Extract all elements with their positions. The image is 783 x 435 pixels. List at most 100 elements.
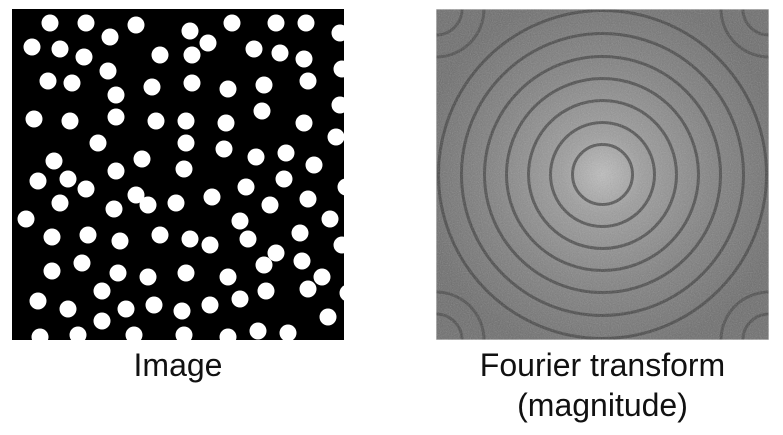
dot	[51, 40, 69, 58]
dot	[215, 140, 233, 158]
dot	[69, 326, 87, 340]
dot	[139, 196, 157, 214]
dot	[297, 14, 315, 32]
dot	[267, 244, 285, 262]
dot	[93, 282, 111, 300]
dot	[133, 150, 151, 168]
dot	[39, 72, 57, 90]
dot	[29, 172, 47, 190]
dot	[23, 38, 41, 56]
dot	[327, 128, 344, 146]
dot	[175, 326, 193, 340]
dot	[219, 328, 237, 340]
fourier-caption-line2: (magnitude)	[517, 387, 688, 423]
dot	[183, 74, 201, 92]
fourier-magnitude-image	[436, 9, 769, 340]
dot	[43, 228, 61, 246]
dot	[331, 96, 344, 114]
dot	[219, 268, 237, 286]
dot	[249, 322, 267, 340]
dot	[333, 236, 344, 254]
dot	[75, 48, 93, 66]
dot	[59, 300, 77, 318]
dot	[203, 188, 221, 206]
dot	[29, 292, 47, 310]
dot	[143, 78, 161, 96]
dot	[267, 14, 285, 32]
dot	[139, 268, 157, 286]
dot	[295, 50, 313, 68]
fourier-caption: Fourier transform (magnitude)	[420, 345, 783, 425]
dot	[111, 232, 129, 250]
dot	[299, 72, 317, 90]
dot	[79, 226, 97, 244]
dot	[127, 16, 145, 34]
dot	[89, 134, 107, 152]
dot	[177, 112, 195, 130]
dot	[331, 24, 344, 42]
dot	[245, 40, 263, 58]
dot	[61, 112, 79, 130]
dot	[127, 186, 145, 204]
dot	[45, 152, 63, 170]
dot	[239, 230, 257, 248]
dot	[261, 196, 279, 214]
dot	[199, 34, 217, 52]
dot	[255, 76, 273, 94]
fourier-caption-line1: Fourier transform	[479, 347, 726, 383]
dot	[17, 210, 35, 228]
dot	[201, 236, 219, 254]
dot	[257, 282, 275, 300]
dot	[271, 44, 289, 62]
dot	[295, 114, 313, 132]
dot	[231, 212, 249, 230]
dot	[275, 170, 293, 188]
dot	[183, 46, 201, 64]
dot	[77, 14, 95, 32]
dot	[333, 60, 344, 78]
dot	[125, 326, 143, 340]
dot	[151, 46, 169, 64]
dot	[291, 224, 309, 242]
dot	[167, 194, 185, 212]
dot	[223, 14, 241, 32]
dot	[173, 302, 191, 320]
dot	[107, 108, 125, 126]
dot	[219, 80, 237, 98]
dot	[279, 324, 297, 340]
dot	[51, 194, 69, 212]
dot	[177, 264, 195, 282]
dot	[319, 308, 337, 326]
dot	[31, 328, 49, 340]
dot	[175, 160, 193, 178]
dot	[99, 62, 117, 80]
random-dots-image	[12, 9, 344, 340]
dot	[313, 268, 331, 286]
dot	[253, 102, 271, 120]
dot	[151, 226, 169, 244]
dot	[339, 285, 344, 301]
dot	[147, 112, 165, 130]
image-panel	[12, 9, 344, 340]
dot	[105, 200, 123, 218]
dot	[277, 144, 295, 162]
dot	[107, 86, 125, 104]
dot	[41, 14, 59, 32]
dot	[217, 114, 235, 132]
dot	[73, 254, 91, 272]
dot	[255, 256, 273, 274]
dot	[299, 190, 317, 208]
dot	[321, 210, 339, 228]
dot	[247, 148, 265, 166]
fourier-panel	[436, 9, 769, 340]
dot	[181, 22, 199, 40]
dot	[93, 312, 111, 330]
dot	[59, 170, 77, 188]
dot	[231, 290, 249, 308]
dot	[77, 180, 95, 198]
dot	[299, 280, 317, 298]
dot	[117, 300, 135, 318]
dot	[201, 296, 219, 314]
dot	[237, 178, 255, 196]
dot	[25, 110, 43, 128]
